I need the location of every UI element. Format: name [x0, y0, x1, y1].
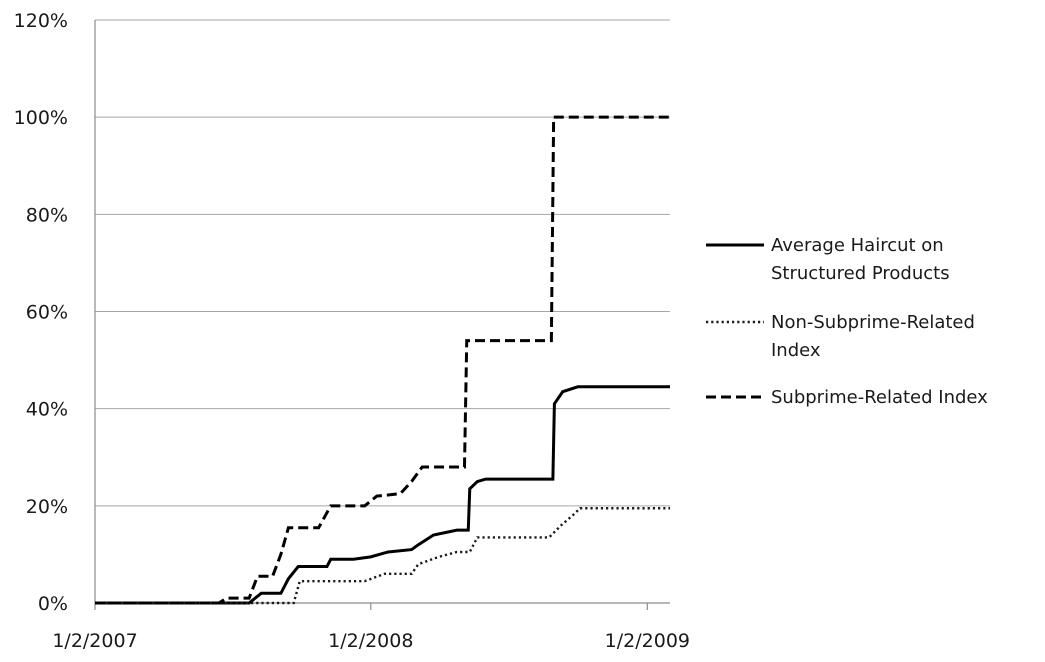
y-tick-label: 0% — [38, 593, 68, 615]
y-tick-label: 20% — [26, 496, 68, 518]
legend: Average Haircut on Structured Products Non… — [706, 235, 988, 408]
axes: 0% 20% 40% 60% 80% 100% 120% 1/2/2007 1/2/2008 1/… — [14, 10, 690, 652]
y-tick-label: 40% — [26, 399, 68, 421]
y-tick-label: 100% — [14, 107, 68, 129]
y-tick-label: 60% — [26, 302, 68, 324]
x-tick-label: 1/2/2007 — [52, 630, 137, 652]
gridlines — [95, 19, 670, 507]
series-line-dashed — [95, 115, 670, 605]
legend-label: Non-Subprime-Related Index — [771, 312, 975, 361]
series-line-solid — [95, 385, 670, 605]
y-tick-label: 80% — [26, 204, 68, 226]
legend-label: Average Haircut on Structured Products — [771, 235, 950, 284]
y-tick-label: 120% — [14, 10, 68, 32]
x-tick-label: 1/2/2008 — [328, 630, 413, 652]
series-lines — [95, 115, 670, 605]
x-tick-label: 1/2/2009 — [605, 630, 690, 652]
legend-label: Subprime-Related Index — [771, 387, 988, 408]
series-line-dotted — [95, 507, 670, 605]
